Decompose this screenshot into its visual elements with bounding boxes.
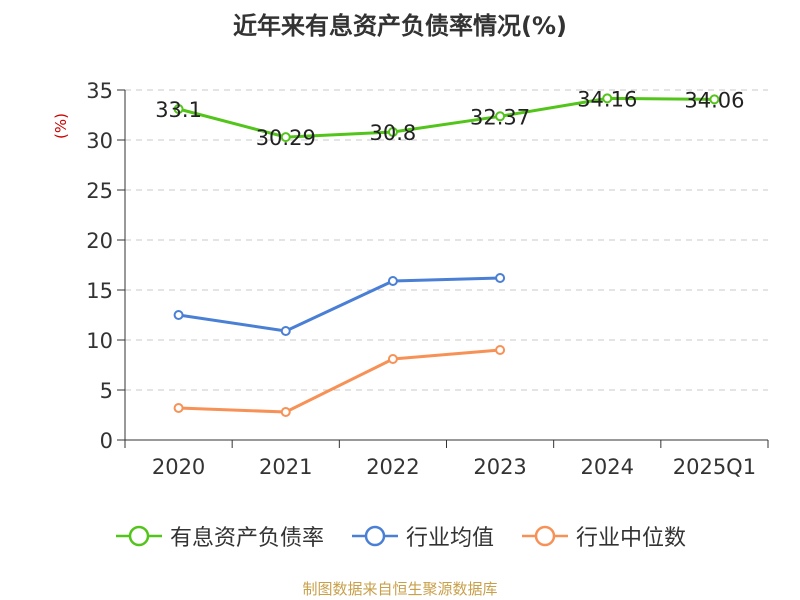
data-label: 34.06 xyxy=(684,88,744,112)
x-tick-label: 2024 xyxy=(581,455,634,479)
data-labels: 33.1 30.29 30.8 32.37 34.16 34.06 xyxy=(155,87,744,150)
x-tick-label: 2022 xyxy=(366,455,419,479)
legend-label: 行业中位数 xyxy=(576,526,687,551)
chart-title: 近年来有息资产负债率情况(%) xyxy=(233,12,567,40)
y-tick-label: 20 xyxy=(86,229,113,253)
y-tick-label: 15 xyxy=(86,279,113,303)
x-tick-label: 2023 xyxy=(473,455,526,479)
data-label: 33.1 xyxy=(155,98,202,122)
data-point xyxy=(495,345,506,355)
legend-label: 有息资产负债率 xyxy=(169,526,324,551)
legend-item[interactable]: 行业均值 xyxy=(350,520,494,552)
legend-item[interactable]: 行业中位数 xyxy=(520,520,686,552)
legend-marker-icon xyxy=(115,525,162,547)
series-line xyxy=(178,348,501,414)
legend-marker-icon xyxy=(522,525,568,547)
legend: 有息资产负债率 行业均值 行业中位数 xyxy=(0,520,800,552)
data-point xyxy=(495,111,506,122)
axes: 0 5 10 15 20 25 30 35 2020 2021 2022 2023 2024 2025Q1 xyxy=(86,79,769,479)
data-point xyxy=(280,326,291,336)
data-label: 32.37 xyxy=(470,105,530,129)
data-point xyxy=(709,94,720,105)
y-tick-label: 30 xyxy=(86,129,113,153)
data-point xyxy=(280,132,291,143)
series-group xyxy=(173,93,720,417)
x-tick-label: 2021 xyxy=(259,455,312,479)
data-point xyxy=(280,407,291,417)
data-point xyxy=(173,403,184,413)
data-point xyxy=(173,310,184,320)
y-tick-label: 35 xyxy=(86,79,113,103)
y-tick-label: 10 xyxy=(86,329,113,353)
data-point xyxy=(387,276,398,286)
series-line xyxy=(178,96,715,139)
legend-item[interactable]: 有息资产负债率 xyxy=(114,520,324,552)
legend-marker-icon xyxy=(351,525,398,547)
data-point xyxy=(602,93,613,104)
data-point xyxy=(495,273,506,283)
grid-lines xyxy=(125,89,768,391)
y-tick-label: 0 xyxy=(100,429,113,453)
x-tick-label: 2025Q1 xyxy=(673,455,756,479)
data-point xyxy=(173,104,184,114)
y-axis-label: (%) xyxy=(52,113,70,139)
legend-label: 行业均值 xyxy=(405,526,494,551)
source-note: 制图数据来自恒生聚源数据库 xyxy=(302,580,498,598)
series-line xyxy=(178,276,501,333)
data-label: 30.29 xyxy=(256,126,316,150)
data-point xyxy=(387,354,398,364)
data-label: 30.8 xyxy=(370,121,417,145)
y-tick-label: 5 xyxy=(100,379,113,403)
data-point xyxy=(387,127,398,137)
y-tick-label: 25 xyxy=(86,179,113,203)
x-tick-label: 2020 xyxy=(152,455,205,479)
data-label: 34.16 xyxy=(577,87,637,111)
